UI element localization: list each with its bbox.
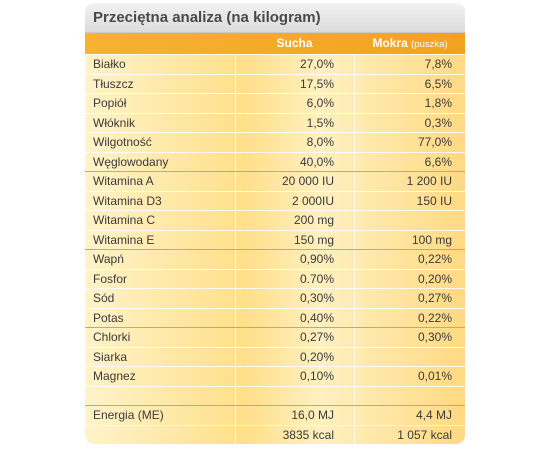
row-name: Witamina C [93, 213, 156, 227]
table-row: Potas 0,40% 0,22% [85, 307, 465, 328]
row-sucha-value: 27,0% [299, 57, 334, 71]
row-mokra-value: 0,22% [417, 252, 452, 266]
row-mokra-value [355, 211, 452, 230]
table-row: Wilgotność 8,0% 77,0% [85, 132, 465, 152]
row-sucha-value: 150 mg [293, 232, 334, 247]
row-name: Witamina D3 [93, 193, 162, 208]
row-sucha-value: 0,90% [299, 252, 334, 266]
row-name: Witamina E [93, 232, 155, 247]
row-sucha-value: 2 000IU [291, 193, 334, 208]
row-name: Sód [93, 291, 115, 305]
row-mokra-value: 0,20% [417, 271, 452, 286]
column-header-sucha: Sucha [276, 36, 313, 50]
row-sucha-value: 200 mg [293, 213, 334, 227]
table-title: Przeciętna analiza (na kilogram) [85, 3, 465, 33]
row-name: Siarka [93, 349, 128, 364]
table-row: Białko 27,0% 7,8% [85, 54, 465, 74]
table-row: Popiół 6,0% 1,8% [85, 93, 465, 113]
nutrition-analysis-card: Przeciętna analiza (na kilogram) Sucha M… [85, 3, 465, 444]
column-header-row: Sucha Mokra (puszka) [85, 33, 465, 54]
row-mokra-value: 77,0% [417, 135, 452, 149]
table-row: Siarka 0,20% [85, 346, 465, 367]
row-name: Chlorki [93, 330, 131, 344]
table-row: Witamina C 200 mg [85, 210, 465, 230]
column-header-mokra-sub: (puszka) [411, 39, 448, 50]
row-mokra-value: 1 057 kcal [397, 427, 452, 442]
row-name: Witamina A [93, 174, 154, 188]
row-name: Tłuszcz [93, 76, 134, 91]
row-name: Wilgotność [93, 135, 152, 149]
table-row: Magnez 0,10% 0,01% [85, 366, 465, 386]
row-sucha-value: 0,20% [299, 349, 334, 364]
row-mokra-value: 4,4 MJ [415, 408, 452, 422]
table-row: Tłuszcz 17,5% 6,5% [85, 73, 465, 94]
row-name [93, 426, 233, 445]
table-row: Witamina A 20 000 IU 1 200 IU [85, 171, 465, 191]
row-sucha-value: 20 000 IU [281, 174, 334, 188]
row-mokra-value: 6,5% [424, 76, 452, 91]
row-sucha-value: 0.70% [299, 271, 334, 286]
row-sucha-value: 0,30% [299, 291, 334, 305]
row-name [93, 387, 233, 406]
row-mokra-value: 100 mg [411, 232, 452, 247]
row-sucha-value: 17,5% [299, 76, 334, 91]
row-name: Potas [93, 310, 124, 325]
row-sucha-value: 0,27% [299, 330, 334, 344]
table-row: Węglowodany 40,0% 6,6% [85, 151, 465, 172]
row-mokra-value: 0,22% [417, 310, 452, 325]
row-sucha-value: 16,0 MJ [291, 408, 334, 422]
row-name: Włóknik [93, 115, 136, 130]
row-mokra-value: 150 IU [416, 193, 452, 208]
table-row: Witamina E 150 mg 100 mg [85, 229, 465, 250]
row-name: Wapń [93, 252, 124, 266]
row-sucha-value: 3835 kcal [282, 427, 334, 442]
table-row-energy: Energia (ME) 16,0 MJ 4,4 MJ [85, 405, 465, 425]
row-mokra-value: 0,01% [417, 369, 452, 383]
table-row: Chlorki 0,27% 0,30% [85, 327, 465, 347]
table-row: Witamina D3 2 000IU 150 IU [85, 190, 465, 211]
row-sucha-value [235, 387, 334, 406]
column-header-mokra: Mokra (puszka) [355, 33, 465, 54]
row-mokra-value [355, 348, 452, 367]
row-name: Magnez [93, 369, 136, 383]
table-row: Fosfor 0.70% 0,20% [85, 268, 465, 289]
row-sucha-value: 0,10% [299, 369, 334, 383]
row-name: Białko [93, 57, 126, 71]
row-name: Węglowodany [93, 154, 169, 169]
row-name: Fosfor [93, 271, 128, 286]
row-mokra-value: 7,8% [424, 57, 452, 71]
table-row: Włóknik 1,5% 0,3% [85, 112, 465, 133]
row-mokra-value: 1 200 IU [406, 174, 452, 188]
row-name: Popiół [93, 96, 127, 110]
table-row-energy-kcal: 3835 kcal 1 057 kcal [85, 424, 465, 445]
row-sucha-value: 40,0% [299, 154, 334, 169]
row-mokra-value: 0,30% [417, 330, 452, 344]
row-sucha-value: 1,5% [306, 115, 334, 130]
column-header-mokra-label: Mokra [372, 36, 408, 50]
row-mokra-value [355, 387, 452, 406]
row-sucha-value: 0,40% [299, 310, 334, 325]
row-sucha-value: 6,0% [306, 96, 334, 110]
row-mokra-value: 1,8% [424, 96, 452, 110]
row-name: Energia (ME) [93, 408, 164, 422]
table-body: Białko 27,0% 7,8% Tłuszcz 17,5% 6,5% Pop… [85, 54, 465, 444]
table-row: Wapń 0,90% 0,22% [85, 249, 465, 269]
row-sucha-value: 8,0% [306, 135, 334, 149]
row-mokra-value: 0,3% [424, 115, 452, 130]
table-row: Sód 0,30% 0,27% [85, 288, 465, 308]
row-mokra-value: 6,6% [424, 154, 452, 169]
row-mokra-value: 0,27% [417, 291, 452, 305]
table-row-spacer [85, 385, 465, 406]
